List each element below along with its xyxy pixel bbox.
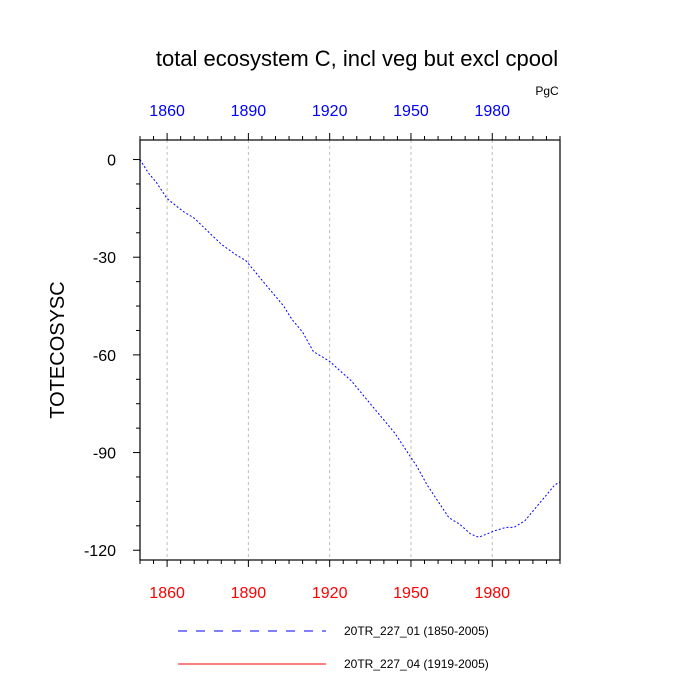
legend-label-2: 20TR_227_04 (1919-2005) xyxy=(344,657,489,671)
y-tick-label--30: -30 xyxy=(93,250,116,267)
x-tick-label-bottom-1920: 1920 xyxy=(312,585,348,602)
x-tick-label-top-1860: 1860 xyxy=(149,103,185,120)
x-tick-label-top-1950: 1950 xyxy=(393,103,429,120)
x-tick-label-top-1980: 1980 xyxy=(474,103,510,120)
y-tick-labels: 0 -30 -60 -90 -120 xyxy=(84,153,116,561)
y-tick-label--120: -120 xyxy=(84,543,116,560)
y-axis-label: TOTECOSYSC xyxy=(47,281,69,418)
series-layer xyxy=(139,159,561,538)
series-line-1 xyxy=(139,159,561,538)
chart-title: total ecosystem C, incl veg but excl cpo… xyxy=(156,46,558,71)
legend-label-1: 20TR_227_01 (1850-2005) xyxy=(344,624,489,638)
legend: 20TR_227_01 (1850-2005) 20TR_227_04 (1919… xyxy=(178,624,489,671)
grid xyxy=(166,140,493,560)
x-tick-labels-top: 1860 1890 1920 1950 1980 xyxy=(149,103,510,120)
plot-frame xyxy=(139,139,561,561)
tick-marks xyxy=(133,133,561,567)
x-tick-label-bottom-1890: 1890 xyxy=(231,585,267,602)
y-tick-label-0: 0 xyxy=(107,153,116,170)
x-tick-label-bottom-1980: 1980 xyxy=(474,585,510,602)
y-tick-label--60: -60 xyxy=(93,348,116,365)
y-tick-label--90: -90 xyxy=(93,446,116,463)
x-tick-label-bottom-1950: 1950 xyxy=(393,585,429,602)
x-tick-labels-bottom: 1860 1890 1920 1950 1980 xyxy=(149,585,510,602)
x-tick-label-top-1890: 1890 xyxy=(231,103,267,120)
units-label: PgC xyxy=(535,84,559,98)
x-tick-label-bottom-1860: 1860 xyxy=(149,585,185,602)
x-tick-label-top-1920: 1920 xyxy=(312,103,348,120)
